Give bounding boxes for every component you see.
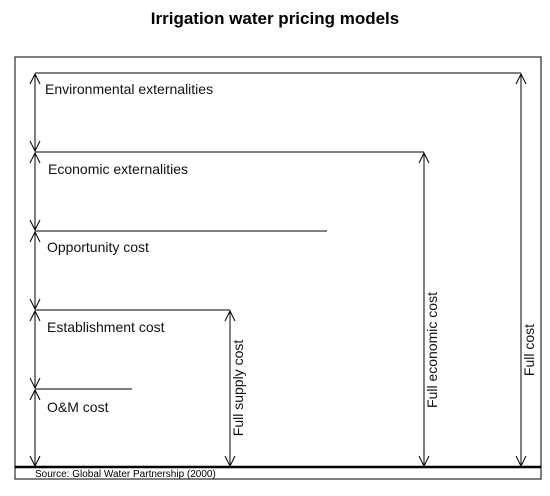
total-arrow-full-cost bbox=[515, 72, 527, 468]
diagram-title: Irrigation water pricing models bbox=[151, 9, 399, 28]
total-arrow-full-economic-cost bbox=[418, 151, 430, 468]
left-arrow-opportunity bbox=[29, 230, 41, 311]
left-arrow-economic bbox=[29, 151, 41, 232]
source-note: Source: Global Water Partnership (2000) bbox=[35, 469, 216, 480]
label-full-economic-cost: Full economic cost bbox=[424, 292, 440, 408]
label-full-supply-cost: Full supply cost bbox=[230, 340, 246, 437]
label-full-cost: Full cost bbox=[521, 324, 537, 376]
outer-frame bbox=[14, 56, 542, 480]
label-opportunity-cost: Opportunity cost bbox=[47, 239, 149, 255]
label-om-cost: O&M cost bbox=[47, 399, 109, 415]
total-arrow-full-supply-cost bbox=[224, 309, 236, 468]
label-establishment-cost: Establishment cost bbox=[47, 319, 165, 335]
label-economic-externalities: Economic externalities bbox=[48, 161, 188, 177]
left-arrow-om bbox=[29, 388, 41, 468]
left-arrow-establishment bbox=[29, 309, 41, 390]
label-environmental-externalities: Environmental externalities bbox=[45, 81, 213, 97]
left-arrow-environmental bbox=[29, 72, 41, 153]
